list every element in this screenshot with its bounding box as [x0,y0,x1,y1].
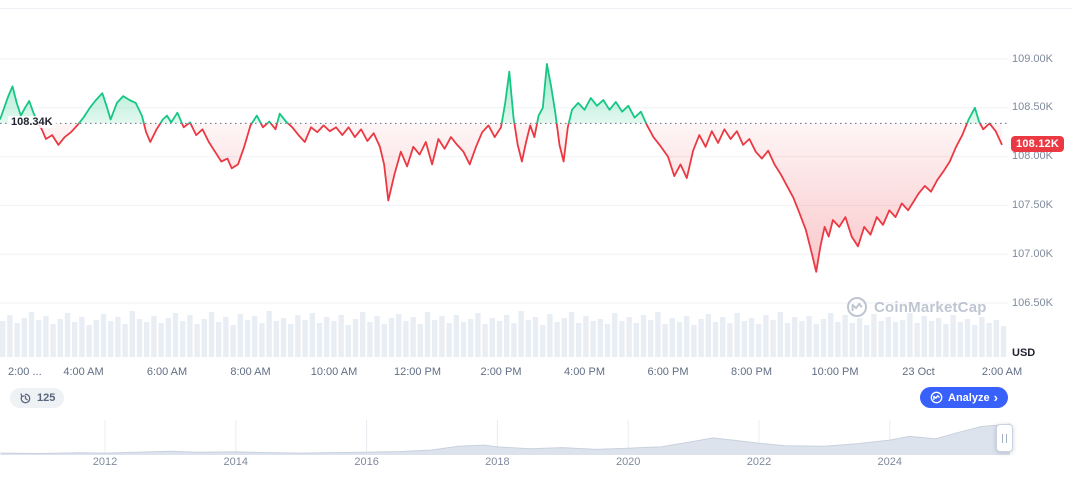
analyze-button[interactable]: Analyze › [920,387,1008,408]
panel-top-border [0,8,1072,9]
coinmarketcap-logo-icon-small [930,391,943,404]
minimap-svg[interactable] [0,420,1011,456]
x-axis-label: 23 Oct [902,366,935,378]
range-scrubber-handle[interactable] [996,424,1013,452]
x-axis-label: 10:00 AM [310,366,358,378]
baseline-price-label: 108.34K [8,116,56,128]
price-chart-svg[interactable] [0,0,1010,362]
minimap-outline [0,423,1011,455]
price-line-down [37,123,1003,273]
watermark-text: CoinMarketCap [874,298,987,316]
y-axis-label: 107.50K [1012,198,1053,211]
minimap-range-selector[interactable] [0,420,1011,456]
minimap-year-label: 2020 [615,456,641,468]
x-axis-label: 8:00 AM [230,366,271,378]
history-icon [19,392,32,405]
x-axis-label: 6:00 PM [647,366,689,378]
price-area-below [38,123,1002,272]
minimap-area [0,424,1011,455]
x-axis-label: 10:00 PM [811,366,859,378]
analyze-label: Analyze [948,391,990,404]
x-axis-label: 2:00 ... [8,366,42,378]
minimap-year-label: 2012 [92,456,118,468]
y-axis-label: 108.00K [1012,150,1053,163]
x-axis: 2:00 ... 4:00 AM 6:00 AM 8:00 AM 10:00 AM 12:… [0,366,1022,382]
y-axis-label: 108.50K [1012,101,1053,114]
y-axis-label: 109.00K [1012,52,1053,65]
last-price-badge: 108.12K [1011,136,1064,152]
price-chart-canvas[interactable] [0,0,1010,362]
minimap-year-axis: 2012 2014 2016 2018 2020 2022 2024 [0,456,1010,470]
volume-bars [0,311,1007,357]
y-axis-label: 106.50K [1012,296,1053,309]
coinmarketcap-logo-icon [846,296,868,318]
x-axis-label: 2:00 AM [981,366,1023,378]
x-axis-label: 2:00 PM [480,366,522,378]
history-count-button[interactable]: 125 [10,388,65,408]
minimap-year-label: 2022 [746,456,772,468]
minimap-year-label: 2018 [485,456,510,468]
drag-handle-bar [1005,433,1008,443]
price-area-above [0,63,1002,124]
x-axis-label: 8:00 PM [731,366,772,378]
y-axis-label: 107.00K [1012,247,1053,260]
drag-handle-bar [1001,433,1004,443]
minimap-year-label: 2016 [354,456,379,468]
watermark: CoinMarketCap [846,296,987,318]
chevron-right-icon: › [993,390,998,405]
y-axis-unit-label: USD [1012,347,1036,359]
x-axis-label: 4:00 AM [63,366,104,378]
x-axis-label: 6:00 AM [146,366,188,378]
history-count-label: 125 [37,392,56,404]
price-line-up [0,63,991,124]
minimap-year-label: 2014 [223,456,249,468]
x-axis-label: 4:00 PM [564,366,605,378]
y-axis: 109.00K 108.50K 108.00K 107.50K 107.00K 106.5… [1012,0,1070,362]
minimap-year-label: 2024 [877,456,903,468]
x-axis-label: 12:00 PM [393,366,442,378]
